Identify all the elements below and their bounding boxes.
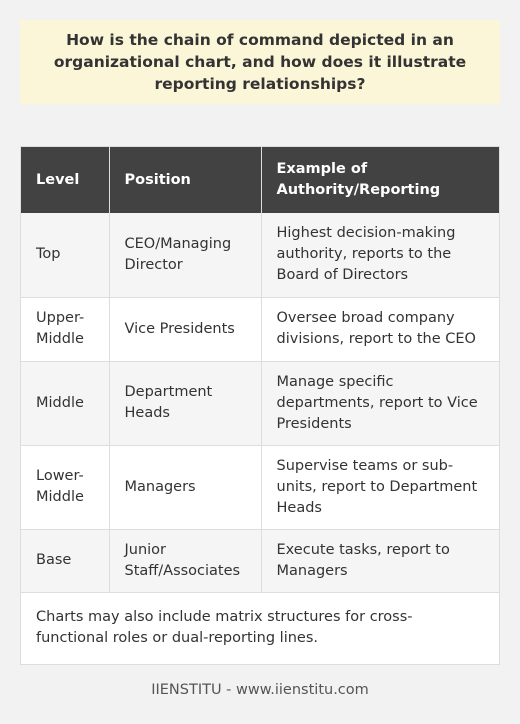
table-note: Charts may also include matrix structure… — [21, 592, 499, 664]
table-row: Lower-Middle Managers Supervise teams or… — [21, 445, 499, 530]
cell-authority: Supervise teams or sub-units, report to … — [261, 445, 499, 530]
cell-authority: Manage specific departments, report to V… — [261, 361, 499, 446]
cell-level: Upper-Middle — [21, 297, 110, 362]
table-row: Middle Department Heads Manage specific … — [21, 361, 499, 446]
cell-authority: Oversee broad company divisions, report … — [261, 297, 499, 362]
table-row: Base Junior Staff/Associates Execute tas… — [21, 529, 499, 593]
cell-level: Lower-Middle — [21, 445, 110, 530]
header-level: Level — [21, 147, 110, 213]
table-row: Upper-Middle Vice Presidents Oversee bro… — [21, 297, 499, 362]
question-box: How is the chain of command depicted in … — [20, 20, 500, 104]
cell-level: Top — [21, 213, 110, 298]
cell-level: Base — [21, 529, 110, 593]
cell-position: Managers — [109, 445, 262, 530]
hierarchy-table-card: Level Position Example of Authority/Repo… — [20, 146, 500, 665]
cell-authority: Highest decision-making authority, repor… — [261, 213, 499, 298]
cell-position: Junior Staff/Associates — [109, 529, 262, 593]
header-position: Position — [109, 147, 262, 213]
question-title: How is the chain of command depicted in … — [53, 31, 467, 93]
cell-authority: Execute tasks, report to Managers — [261, 529, 499, 593]
cell-position: CEO/Managing Director — [109, 213, 262, 298]
table-row: Top CEO/Managing Director Highest decisi… — [21, 213, 499, 298]
cell-level: Middle — [21, 361, 110, 446]
hierarchy-table: Level Position Example of Authority/Repo… — [21, 147, 499, 664]
cell-position: Department Heads — [109, 361, 262, 446]
table-note-row: Charts may also include matrix structure… — [21, 592, 499, 664]
footer-credit: IIENSTITU - www.iienstitu.com — [151, 682, 369, 698]
table-header-row: Level Position Example of Authority/Repo… — [21, 147, 499, 213]
header-authority: Example of Authority/Reporting — [261, 147, 499, 213]
cell-position: Vice Presidents — [109, 297, 262, 362]
